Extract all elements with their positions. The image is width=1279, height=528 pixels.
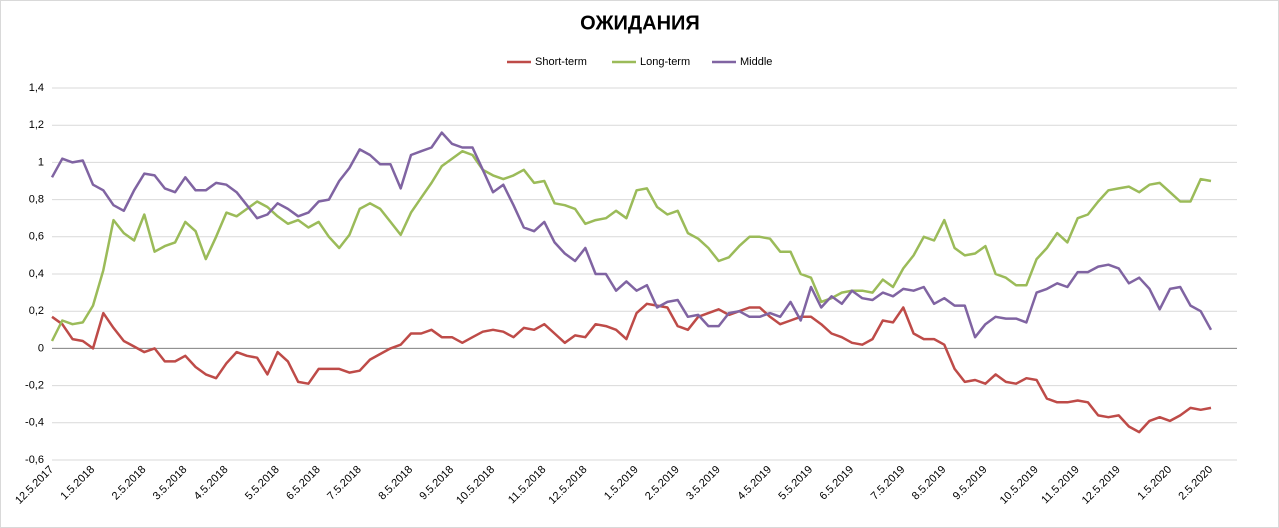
legend-label: Short-term: [535, 56, 587, 68]
chart-title: ОЖИДАНИЯ: [580, 12, 700, 34]
y-tick-label: 0: [38, 342, 44, 354]
y-tick-label: 0,8: [29, 194, 44, 206]
y-tick-label: 0,4: [29, 268, 44, 280]
y-tick-label: 1: [38, 156, 44, 168]
y-tick-label: 1,4: [29, 82, 44, 94]
y-tick-label: -0,2: [25, 380, 44, 392]
series-line: [51, 302, 1212, 434]
y-tick-label: -0,6: [25, 454, 44, 466]
y-tick-label: 0,6: [29, 231, 44, 243]
y-tick-label: 0,2: [29, 305, 44, 317]
y-tick-label: 1,2: [29, 119, 44, 131]
series-line: [50, 131, 1213, 339]
series-line: [50, 149, 1212, 342]
legend-label: Long-term: [640, 56, 690, 68]
y-tick-label: -0,4: [25, 417, 44, 429]
legend-label: Middle: [740, 56, 772, 68]
